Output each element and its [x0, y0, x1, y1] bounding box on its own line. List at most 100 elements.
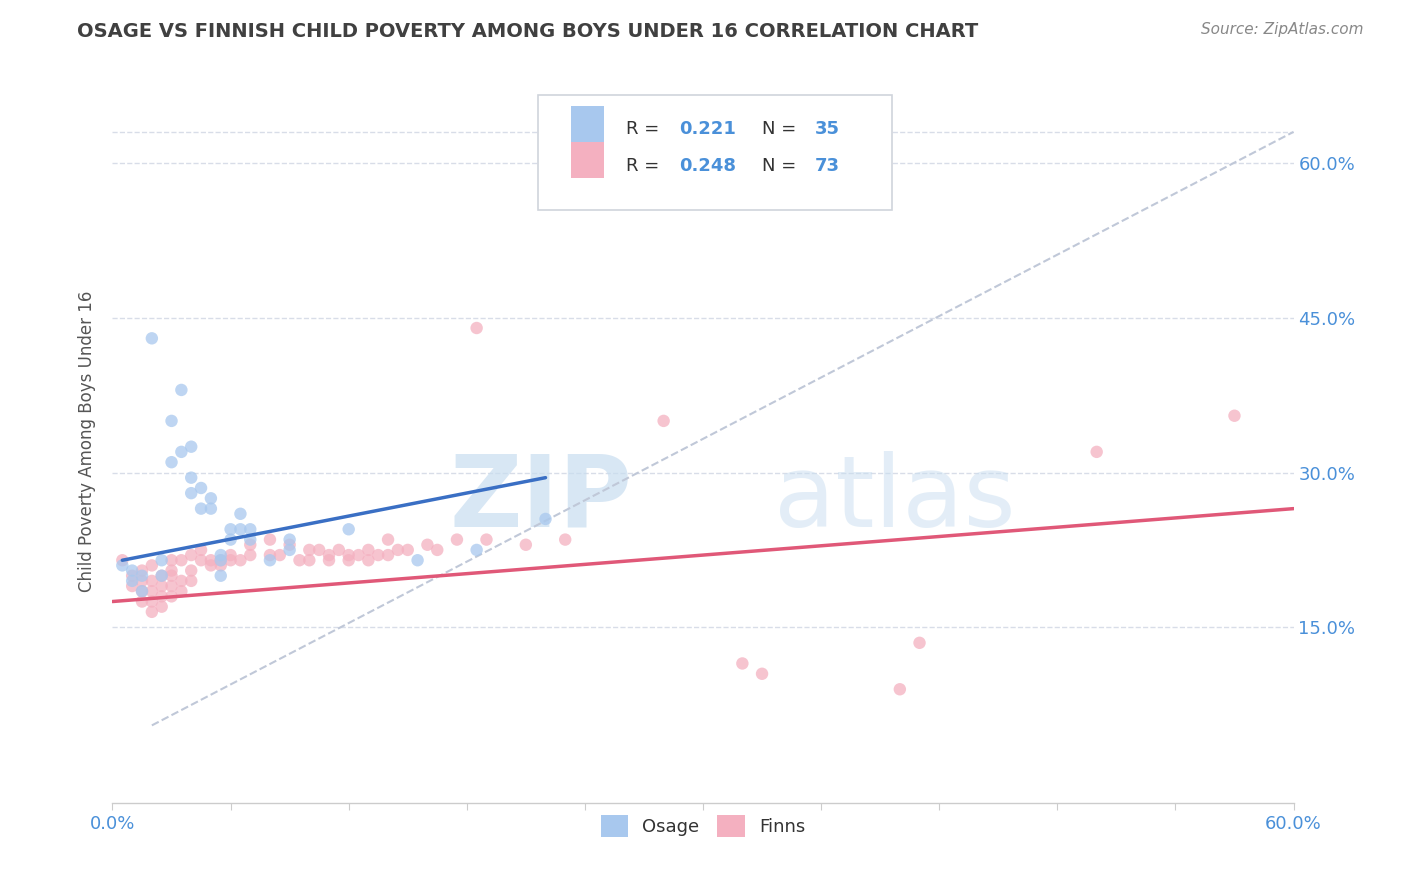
- Bar: [571, 105, 603, 142]
- Point: [298, 542, 321, 557]
- Point: [652, 414, 675, 428]
- Point: [170, 584, 193, 599]
- Point: [160, 414, 183, 428]
- Point: [131, 584, 153, 599]
- Point: [200, 501, 222, 516]
- Point: [150, 553, 173, 567]
- Point: [150, 590, 173, 604]
- Point: [219, 522, 242, 536]
- Point: [475, 533, 498, 547]
- Point: [347, 548, 370, 562]
- Point: [141, 594, 163, 608]
- Y-axis label: Child Poverty Among Boys Under 16: Child Poverty Among Boys Under 16: [77, 291, 96, 592]
- Point: [387, 542, 409, 557]
- Text: Source: ZipAtlas.com: Source: ZipAtlas.com: [1201, 22, 1364, 37]
- Point: [209, 553, 232, 567]
- Point: [180, 574, 202, 588]
- Text: 35: 35: [815, 120, 841, 138]
- Point: [416, 538, 439, 552]
- Point: [446, 533, 468, 547]
- Legend: Osage, Finns: Osage, Finns: [593, 808, 813, 845]
- Point: [160, 579, 183, 593]
- Point: [200, 553, 222, 567]
- Point: [150, 579, 173, 593]
- Text: atlas: atlas: [773, 450, 1015, 548]
- Point: [239, 533, 262, 547]
- Text: R =: R =: [626, 156, 665, 175]
- Point: [150, 568, 173, 582]
- Text: N =: N =: [762, 120, 801, 138]
- Point: [337, 522, 360, 536]
- Point: [121, 574, 143, 588]
- Point: [121, 568, 143, 582]
- Point: [170, 553, 193, 567]
- Point: [160, 455, 183, 469]
- Point: [160, 553, 183, 567]
- Point: [141, 331, 163, 345]
- Point: [259, 533, 281, 547]
- Point: [131, 574, 153, 588]
- Text: 0.248: 0.248: [679, 156, 737, 175]
- Point: [131, 584, 153, 599]
- Point: [731, 657, 754, 671]
- Point: [160, 564, 183, 578]
- Point: [1223, 409, 1246, 423]
- Point: [141, 584, 163, 599]
- Point: [141, 558, 163, 573]
- Point: [111, 558, 134, 573]
- Bar: [571, 142, 603, 178]
- Point: [239, 522, 262, 536]
- Point: [534, 512, 557, 526]
- Point: [209, 568, 232, 582]
- Point: [170, 383, 193, 397]
- Point: [160, 568, 183, 582]
- Point: [515, 538, 537, 552]
- Point: [465, 542, 488, 557]
- Point: [229, 507, 252, 521]
- Point: [278, 542, 301, 557]
- Point: [180, 440, 202, 454]
- Point: [377, 548, 399, 562]
- Point: [229, 553, 252, 567]
- Point: [465, 321, 488, 335]
- Point: [200, 491, 222, 506]
- Point: [889, 682, 911, 697]
- Point: [219, 548, 242, 562]
- Point: [278, 533, 301, 547]
- Point: [150, 599, 173, 614]
- Point: [141, 605, 163, 619]
- Point: [180, 471, 202, 485]
- Point: [337, 548, 360, 562]
- Point: [239, 538, 262, 552]
- Point: [318, 553, 340, 567]
- Point: [377, 533, 399, 547]
- Point: [278, 538, 301, 552]
- Point: [406, 553, 429, 567]
- Point: [259, 553, 281, 567]
- FancyBboxPatch shape: [537, 95, 891, 211]
- Point: [308, 542, 330, 557]
- Point: [357, 542, 380, 557]
- Point: [229, 522, 252, 536]
- Point: [180, 564, 202, 578]
- Point: [180, 548, 202, 562]
- Point: [170, 574, 193, 588]
- Point: [396, 542, 419, 557]
- Point: [209, 548, 232, 562]
- Point: [367, 548, 389, 562]
- Point: [121, 579, 143, 593]
- Point: [298, 553, 321, 567]
- Text: N =: N =: [762, 156, 801, 175]
- Point: [1085, 445, 1108, 459]
- Point: [318, 548, 340, 562]
- Point: [190, 542, 212, 557]
- Point: [190, 553, 212, 567]
- Point: [239, 548, 262, 562]
- Point: [111, 553, 134, 567]
- Point: [190, 501, 212, 516]
- Point: [554, 533, 576, 547]
- Point: [131, 568, 153, 582]
- Point: [219, 533, 242, 547]
- Point: [200, 558, 222, 573]
- Point: [426, 542, 449, 557]
